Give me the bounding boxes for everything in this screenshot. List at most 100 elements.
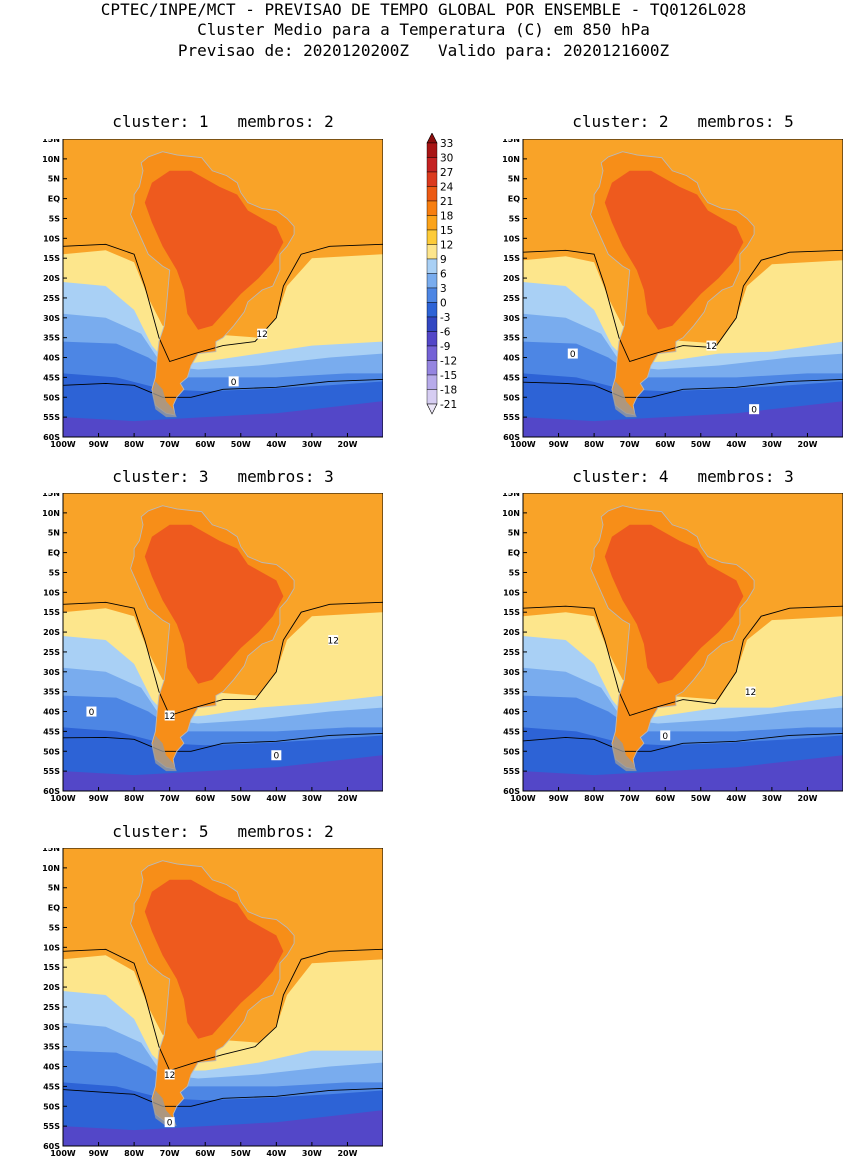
lon-label-90W: 90W bbox=[89, 440, 109, 449]
lon-label-100W: 100W bbox=[50, 1149, 76, 1158]
field-band-minus9-minus6 bbox=[63, 401, 383, 437]
colorbar-label-21: 21 bbox=[440, 196, 453, 208]
lon-label-50W: 50W bbox=[231, 440, 251, 449]
lat-label-10S: 10S bbox=[43, 588, 60, 597]
lat-label-10N: 10N bbox=[42, 509, 60, 518]
lat-label-25S: 25S bbox=[503, 294, 520, 303]
map-cluster-2: 12 0 0 15N 10N 5N EQ 5S 10S 15S 20S 25S 30S 35S 40S 45S… bbox=[502, 139, 843, 449]
colorbar-cell bbox=[426, 374, 438, 390]
patagonia-terrain bbox=[611, 381, 637, 418]
lat-label-40S: 40S bbox=[43, 354, 60, 363]
lat-label-30S: 30S bbox=[43, 668, 60, 677]
colorbar-cell bbox=[426, 316, 438, 332]
lon-label-70W: 70W bbox=[620, 440, 640, 449]
colorbar-top-arrow bbox=[426, 133, 438, 144]
contour-label-0: 0 bbox=[167, 1119, 173, 1129]
lat-label-20S: 20S bbox=[503, 274, 520, 283]
lon-label-90W: 90W bbox=[549, 440, 569, 449]
contour-label-0: 0 bbox=[231, 378, 237, 388]
lat-label-15S: 15S bbox=[503, 254, 520, 263]
map-frame bbox=[522, 139, 843, 438]
colorbar-cell bbox=[426, 389, 438, 405]
contour-0 bbox=[63, 378, 383, 398]
contour-label-12: 12 bbox=[327, 637, 338, 647]
lon-label-50W: 50W bbox=[231, 1149, 251, 1158]
colorbar-label-3: 3 bbox=[440, 283, 447, 295]
colorbar-bottom-arrow bbox=[426, 403, 438, 415]
colorbar-label-6: 6 bbox=[440, 269, 447, 281]
lat-label-5S: 5S bbox=[49, 568, 61, 577]
field-land-hot bbox=[144, 170, 284, 330]
lat-label-50S: 50S bbox=[43, 747, 60, 756]
lat-label-EQ: EQ bbox=[48, 904, 60, 913]
contour-12 bbox=[523, 605, 843, 717]
colorbar-cell bbox=[426, 345, 438, 361]
lat-label-15N: 15N bbox=[502, 493, 520, 498]
panel-title-cluster-5: cluster: 5 membros: 2 bbox=[112, 822, 334, 841]
lon-label-20W: 20W bbox=[337, 1149, 357, 1158]
lat-label-40S: 40S bbox=[503, 354, 520, 363]
colorbar-label--12: -12 bbox=[440, 356, 457, 368]
lat-label-EQ: EQ bbox=[508, 549, 520, 558]
lon-label-60W: 60W bbox=[195, 794, 215, 803]
lat-label-15S: 15S bbox=[43, 963, 60, 972]
field-band-minus9-minus6 bbox=[63, 1110, 383, 1146]
lon-label-70W: 70W bbox=[160, 440, 180, 449]
field-band-minus9-minus6 bbox=[63, 755, 383, 791]
field-land-hot bbox=[144, 524, 284, 684]
colorbar-label-33: 33 bbox=[440, 138, 453, 150]
lat-label-EQ: EQ bbox=[508, 195, 520, 204]
lat-label-25S: 25S bbox=[43, 648, 60, 657]
lat-label-5S: 5S bbox=[49, 923, 61, 932]
contour-label-12: 12 bbox=[706, 342, 717, 352]
colorbar-cell bbox=[426, 273, 438, 289]
lat-label-35S: 35S bbox=[503, 334, 520, 343]
lat-label-50S: 50S bbox=[43, 393, 60, 402]
colorbar-label-24: 24 bbox=[440, 182, 454, 194]
lat-label-20S: 20S bbox=[43, 628, 60, 637]
coastline bbox=[130, 860, 295, 1125]
colorbar-cell bbox=[426, 229, 438, 245]
colorbar-label--15: -15 bbox=[440, 370, 457, 382]
contour-label-box bbox=[271, 750, 282, 761]
lat-label-25S: 25S bbox=[43, 1003, 60, 1012]
field-band-minus9-minus6 bbox=[523, 755, 843, 791]
colorbar-cell bbox=[426, 244, 438, 260]
field-land-hot bbox=[604, 524, 744, 684]
colorbar-label-12: 12 bbox=[440, 240, 453, 252]
colorbar-label--21: -21 bbox=[440, 399, 457, 411]
colorbar-cell bbox=[426, 215, 438, 231]
lat-label-5N: 5N bbox=[48, 175, 60, 184]
lat-label-45S: 45S bbox=[503, 373, 520, 382]
lon-label-70W: 70W bbox=[620, 794, 640, 803]
map-field-cluster-2 bbox=[523, 139, 843, 437]
lat-label-55S: 55S bbox=[43, 1122, 60, 1131]
field-land-hot bbox=[144, 879, 284, 1039]
lon-label-60W: 60W bbox=[195, 440, 215, 449]
contour-0 bbox=[63, 1087, 383, 1107]
lat-label-15N: 15N bbox=[42, 139, 60, 144]
figure-title-line-3: Previsao de: 2020120200Z Valido para: 20… bbox=[177, 41, 670, 60]
lat-label-10N: 10N bbox=[42, 155, 60, 164]
lat-label-50S: 50S bbox=[503, 747, 520, 756]
lat-label-35S: 35S bbox=[43, 334, 60, 343]
colorbar-cell bbox=[426, 302, 438, 318]
lon-label-90W: 90W bbox=[89, 794, 109, 803]
lat-label-15N: 15N bbox=[42, 493, 60, 498]
lat-label-30S: 30S bbox=[43, 314, 60, 323]
lon-label-60W: 60W bbox=[655, 794, 675, 803]
lat-label-5N: 5N bbox=[508, 175, 520, 184]
lon-label-100W: 100W bbox=[50, 794, 76, 803]
colorbar-cell bbox=[426, 142, 438, 158]
lon-label-80W: 80W bbox=[584, 794, 604, 803]
map-frame bbox=[522, 493, 843, 792]
colorbar-cell bbox=[426, 171, 438, 187]
lat-label-55S: 55S bbox=[503, 767, 520, 776]
lon-label-50W: 50W bbox=[691, 794, 711, 803]
lat-label-15N: 15N bbox=[42, 848, 60, 853]
lat-label-5S: 5S bbox=[509, 214, 521, 223]
lat-label-50S: 50S bbox=[43, 1102, 60, 1111]
colorbar-label-0: 0 bbox=[440, 298, 447, 310]
lon-label-50W: 50W bbox=[691, 440, 711, 449]
contour-label-0: 0 bbox=[273, 752, 279, 762]
